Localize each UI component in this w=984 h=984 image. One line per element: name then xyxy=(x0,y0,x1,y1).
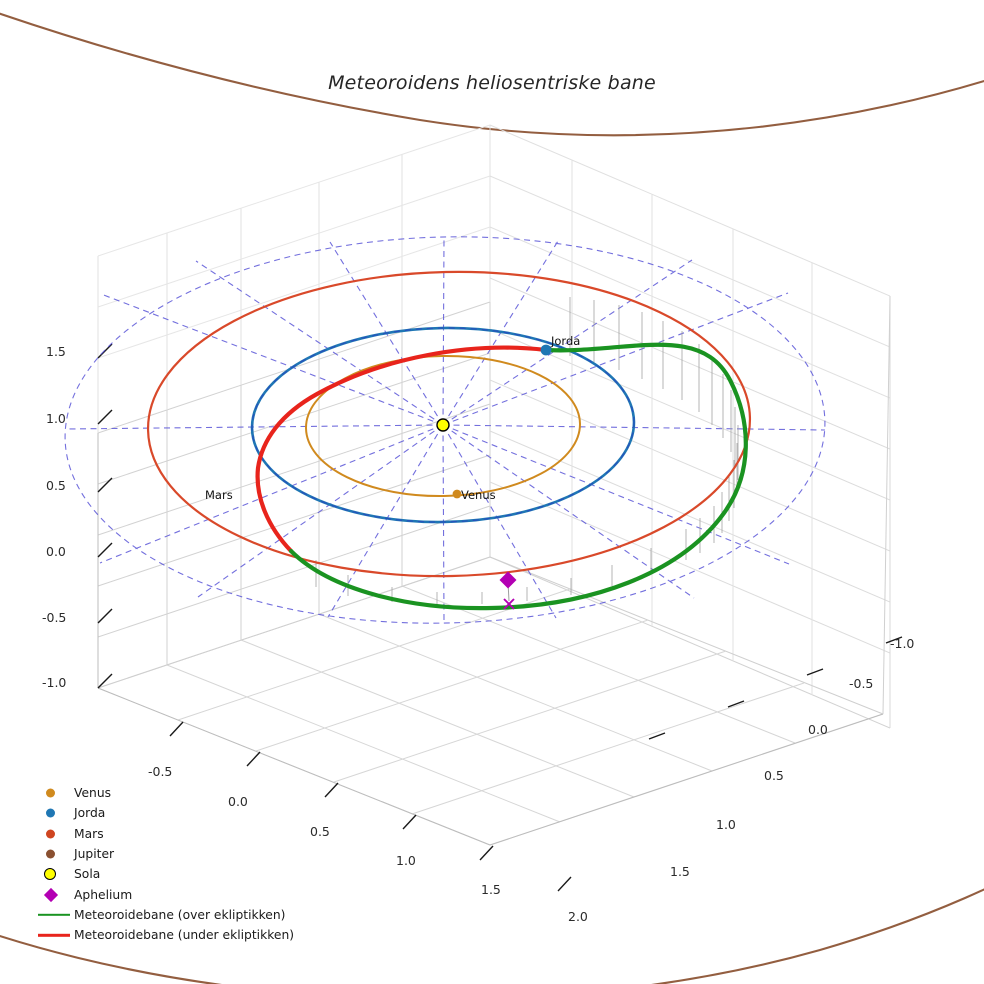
meteoroid-droplines xyxy=(315,297,739,605)
legend-label-aphelium: Aphelium xyxy=(74,887,133,902)
label-jorda: Jorda xyxy=(551,334,581,348)
sola-swatch-icon xyxy=(34,864,74,884)
y-tick-label: 0.5 xyxy=(764,768,784,783)
mars-swatch-icon xyxy=(34,824,74,844)
label-venus: Venus xyxy=(461,488,496,502)
x-tick-label: 2.0 xyxy=(568,909,588,924)
legend: Venus Jorda Mars Jupiter Sola xyxy=(34,783,334,945)
x-tick-label: 0.5 xyxy=(310,824,330,839)
axes-grid xyxy=(97,124,891,846)
legend-item-aphelium[interactable]: Aphelium xyxy=(34,884,334,904)
legend-item-venus[interactable]: Venus xyxy=(34,783,334,803)
legend-item-jupiter[interactable]: Jupiter xyxy=(34,844,334,864)
jorda-swatch-icon xyxy=(34,803,74,823)
aphelium-swatch-icon xyxy=(34,885,74,905)
orbit-jorda xyxy=(250,326,636,524)
venus-swatch-icon xyxy=(34,783,74,803)
orbit-mars xyxy=(146,270,752,578)
legend-label-meteoroid-over: Meteoroidebane (over ekliptikken) xyxy=(74,907,286,922)
x-tick-label: 1.0 xyxy=(396,853,416,868)
y-tick-label: -1.0 xyxy=(890,636,915,651)
sola-marker xyxy=(436,418,450,432)
y-tick-label: -0.5 xyxy=(849,676,874,691)
z-tick-label: 1.5 xyxy=(46,344,66,359)
y-tick-label: 0.0 xyxy=(808,722,828,737)
y-tick-label: 1.0 xyxy=(716,817,736,832)
legend-label-meteoroid-under: Meteoroidebane (under ekliptikken) xyxy=(74,928,295,943)
legend-label-mars: Mars xyxy=(74,826,104,841)
x-tick-label: -0.5 xyxy=(148,764,173,779)
z-tick-label: 1.0 xyxy=(46,411,66,426)
orbit-venus xyxy=(305,354,581,498)
legend-item-meteoroid-over[interactable]: Meteoroidebane (over ekliptikken) xyxy=(34,905,334,925)
z-tick-label: -1.0 xyxy=(42,675,67,690)
y-tick-label: 1.5 xyxy=(670,864,690,879)
jorda-marker xyxy=(540,344,552,356)
legend-item-meteoroid-under[interactable]: Meteoroidebane (under ekliptikken) xyxy=(34,925,334,945)
z-tick-label: 0.5 xyxy=(46,478,66,493)
meteoroid-orbit-under xyxy=(255,345,549,554)
legend-label-venus: Venus xyxy=(74,786,112,801)
legend-label-sola: Sola xyxy=(74,867,101,882)
jupiter-swatch-icon xyxy=(34,844,74,864)
tick-marks xyxy=(97,343,903,892)
legend-label-jupiter: Jupiter xyxy=(74,847,115,862)
legend-item-mars[interactable]: Mars xyxy=(34,824,334,844)
aphelium-marker xyxy=(499,571,517,589)
aphelium-projection-marker xyxy=(503,598,515,610)
legend-item-jorda[interactable]: Jorda xyxy=(34,803,334,823)
z-tick-label: -0.5 xyxy=(42,610,67,625)
page-title: Meteoroidens heliosentriske bane xyxy=(328,72,656,94)
meteoroid-orbit-over xyxy=(288,342,748,611)
x-tick-label: 0.0 xyxy=(228,794,248,809)
meteoroid-over-swatch-icon xyxy=(34,905,74,925)
venus-marker xyxy=(452,489,462,499)
meteoroid-under-swatch-icon xyxy=(34,925,74,945)
x-tick-label: 1.5 xyxy=(481,882,501,897)
label-mars: Mars xyxy=(205,488,233,502)
legend-item-sola[interactable]: Sola xyxy=(34,864,334,884)
legend-label-jorda: Jorda xyxy=(74,806,106,821)
z-tick-label: 0.0 xyxy=(46,544,66,559)
